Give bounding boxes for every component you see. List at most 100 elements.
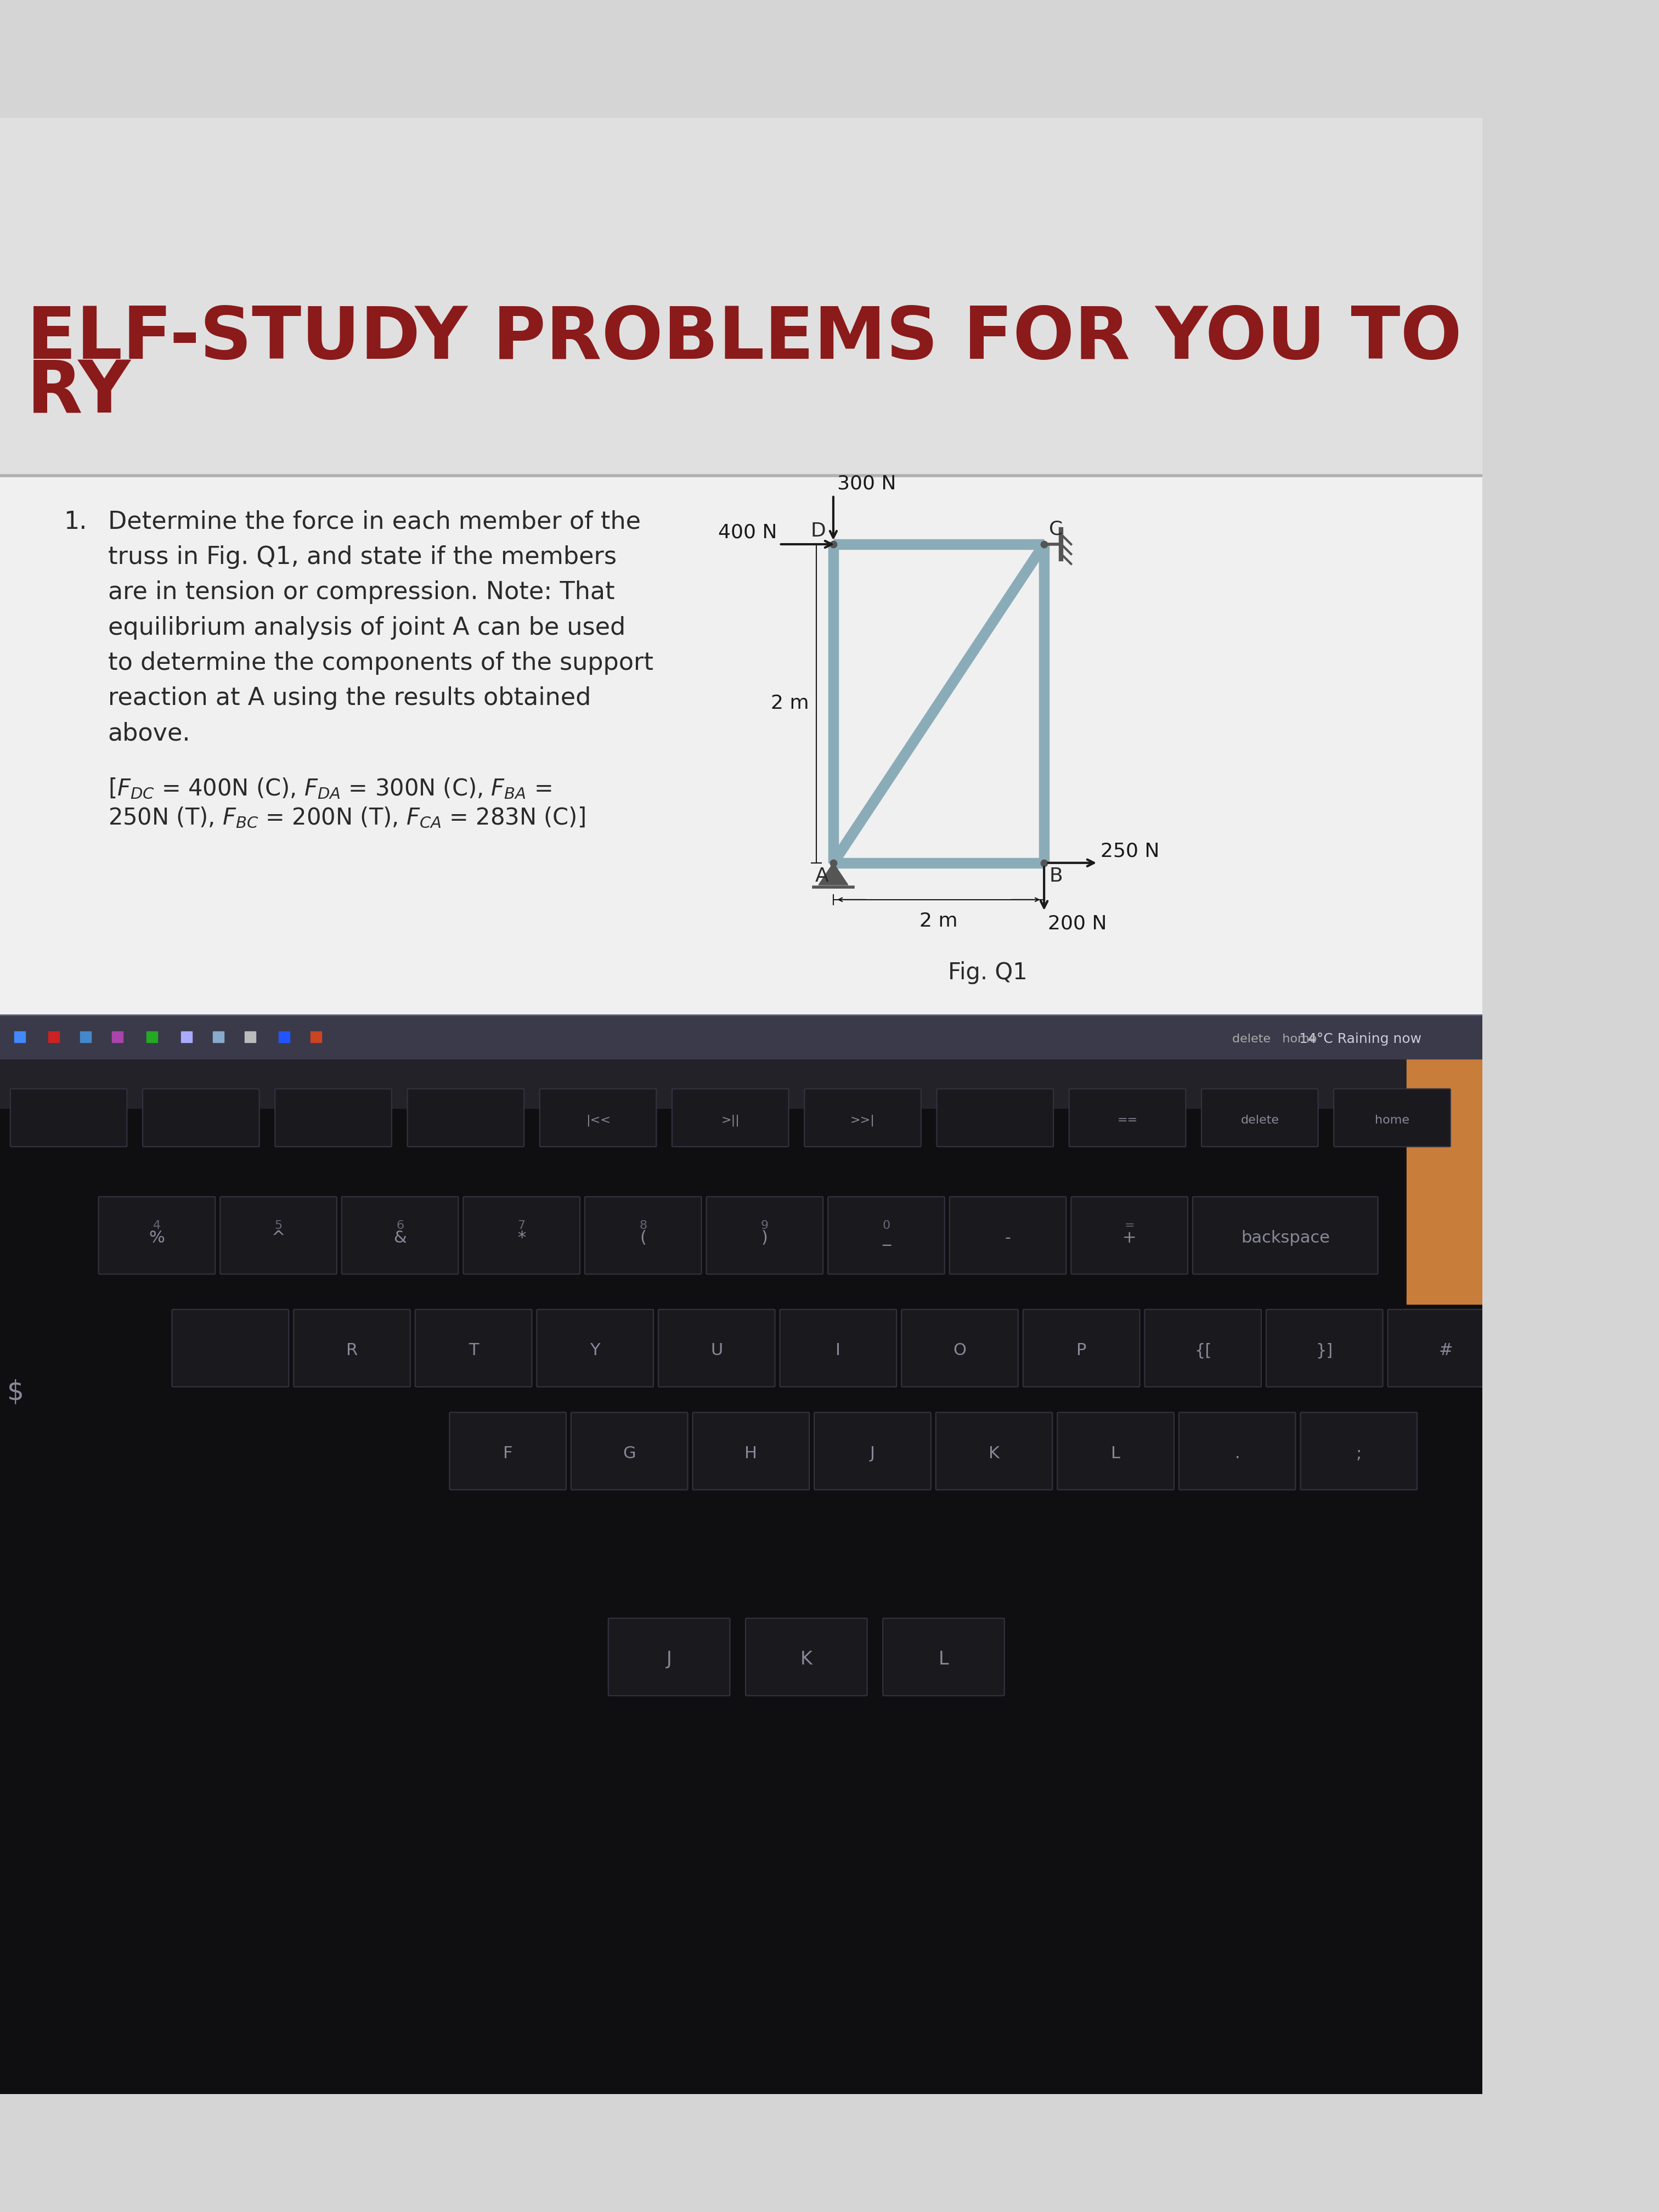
Bar	[1407, 1060, 1481, 1305]
FancyBboxPatch shape	[463, 1197, 581, 1274]
Text: U: U	[710, 1343, 723, 1358]
Text: P: P	[1077, 1343, 1087, 1358]
Polygon shape	[818, 863, 848, 885]
Text: B: B	[1048, 867, 1062, 885]
FancyBboxPatch shape	[745, 1619, 868, 1697]
FancyBboxPatch shape	[143, 1088, 259, 1146]
FancyBboxPatch shape	[10, 1088, 128, 1146]
Text: +: +	[1123, 1230, 1136, 1245]
FancyBboxPatch shape	[901, 1310, 1019, 1387]
FancyBboxPatch shape	[221, 1197, 337, 1274]
FancyBboxPatch shape	[342, 1197, 458, 1274]
Text: ELF-STUDY PROBLEMS FOR YOU TO: ELF-STUDY PROBLEMS FOR YOU TO	[27, 303, 1462, 374]
FancyBboxPatch shape	[828, 1197, 944, 1274]
FancyBboxPatch shape	[692, 1413, 810, 1491]
FancyBboxPatch shape	[1301, 1413, 1417, 1491]
Text: =: =	[1125, 1221, 1135, 1232]
Text: ;: ;	[1355, 1447, 1362, 1462]
Text: 300 N: 300 N	[838, 473, 896, 493]
FancyBboxPatch shape	[1068, 1088, 1186, 1146]
Text: above.: above.	[108, 721, 191, 745]
FancyBboxPatch shape	[415, 1310, 533, 1387]
Text: 6: 6	[397, 1221, 403, 1232]
Text: are in tension or compression. Note: That: are in tension or compression. Note: Tha…	[108, 580, 614, 604]
FancyBboxPatch shape	[883, 1619, 1004, 1697]
FancyBboxPatch shape	[584, 1197, 702, 1274]
Text: D: D	[811, 522, 826, 540]
Text: }]: }]	[1316, 1343, 1334, 1358]
Text: L: L	[1112, 1447, 1120, 1462]
Text: 8: 8	[639, 1221, 647, 1232]
Text: 7: 7	[518, 1221, 526, 1232]
Text: Fig. Q1: Fig. Q1	[947, 960, 1027, 984]
FancyBboxPatch shape	[173, 1310, 289, 1387]
Text: 9: 9	[761, 1221, 768, 1232]
Text: #: #	[1438, 1343, 1453, 1358]
Text: 1.: 1.	[63, 511, 86, 533]
FancyBboxPatch shape	[936, 1413, 1052, 1491]
Text: .: .	[1234, 1447, 1239, 1462]
Bar	[0, 1060, 1481, 2095]
Text: *: *	[518, 1230, 526, 1245]
FancyBboxPatch shape	[780, 1310, 896, 1387]
Text: Y: Y	[591, 1343, 601, 1358]
FancyBboxPatch shape	[1334, 1088, 1450, 1146]
Text: 400 N: 400 N	[718, 524, 776, 542]
Bar	[0, 1060, 1481, 1108]
Text: reaction at A using the results obtained: reaction at A using the results obtained	[108, 686, 591, 710]
FancyBboxPatch shape	[1072, 1197, 1188, 1274]
FancyBboxPatch shape	[1387, 1310, 1505, 1387]
Text: $[F_{DC}$ = 400N (C), $F_{DA}$ = 300N (C), $F_{BA}$ =: $[F_{DC}$ = 400N (C), $F_{DA}$ = 300N (C…	[108, 776, 551, 801]
FancyBboxPatch shape	[949, 1197, 1067, 1274]
Text: equilibrium analysis of joint A can be used: equilibrium analysis of joint A can be u…	[108, 615, 625, 639]
Text: to determine the components of the support: to determine the components of the suppo…	[108, 650, 654, 675]
Text: A: A	[815, 867, 828, 885]
FancyBboxPatch shape	[672, 1088, 788, 1146]
Text: delete: delete	[1241, 1115, 1279, 1126]
Text: $: $	[7, 1378, 25, 1405]
Text: 250 N: 250 N	[1100, 843, 1160, 860]
Text: L: L	[939, 1650, 949, 1668]
Text: 2 m: 2 m	[770, 695, 810, 712]
Text: Determine the force in each member of the: Determine the force in each member of th…	[108, 511, 640, 533]
Text: {[: {[	[1194, 1343, 1211, 1358]
FancyBboxPatch shape	[275, 1088, 392, 1146]
Bar	[0, 476, 1481, 1015]
Text: ): )	[761, 1230, 768, 1245]
Text: ^: ^	[272, 1230, 285, 1245]
Text: G: G	[622, 1447, 635, 1462]
FancyBboxPatch shape	[815, 1413, 931, 1491]
Text: J: J	[667, 1650, 672, 1668]
FancyBboxPatch shape	[1057, 1413, 1175, 1491]
FancyBboxPatch shape	[707, 1197, 823, 1274]
FancyBboxPatch shape	[937, 1088, 1053, 1146]
Text: ==: ==	[1117, 1115, 1138, 1126]
Text: 2 m: 2 m	[919, 911, 957, 931]
Text: 250N (T), $F_{BC}$ = 200N (T), $F_{CA}$ = 283N (C)]: 250N (T), $F_{BC}$ = 200N (T), $F_{CA}$ …	[108, 805, 586, 830]
Text: K: K	[800, 1650, 813, 1668]
FancyBboxPatch shape	[1193, 1197, 1379, 1274]
FancyBboxPatch shape	[1201, 1088, 1319, 1146]
Text: _: _	[883, 1230, 891, 1245]
Text: 5: 5	[274, 1221, 282, 1232]
FancyBboxPatch shape	[659, 1310, 775, 1387]
Text: R: R	[347, 1343, 358, 1358]
Text: 14°C Raining now: 14°C Raining now	[1299, 1033, 1422, 1046]
Text: J: J	[869, 1447, 874, 1462]
Text: O: O	[954, 1343, 966, 1358]
FancyBboxPatch shape	[609, 1619, 730, 1697]
Text: K: K	[989, 1447, 1000, 1462]
Text: T: T	[468, 1343, 478, 1358]
FancyBboxPatch shape	[408, 1088, 524, 1146]
FancyBboxPatch shape	[539, 1088, 657, 1146]
FancyBboxPatch shape	[450, 1413, 566, 1491]
Text: H: H	[745, 1447, 757, 1462]
FancyBboxPatch shape	[98, 1197, 216, 1274]
FancyBboxPatch shape	[294, 1310, 410, 1387]
FancyBboxPatch shape	[1180, 1413, 1296, 1491]
Text: home: home	[1375, 1115, 1410, 1126]
Text: -: -	[1005, 1230, 1010, 1245]
Text: &: &	[393, 1230, 406, 1245]
Text: C: C	[1048, 520, 1063, 538]
FancyBboxPatch shape	[1266, 1310, 1384, 1387]
